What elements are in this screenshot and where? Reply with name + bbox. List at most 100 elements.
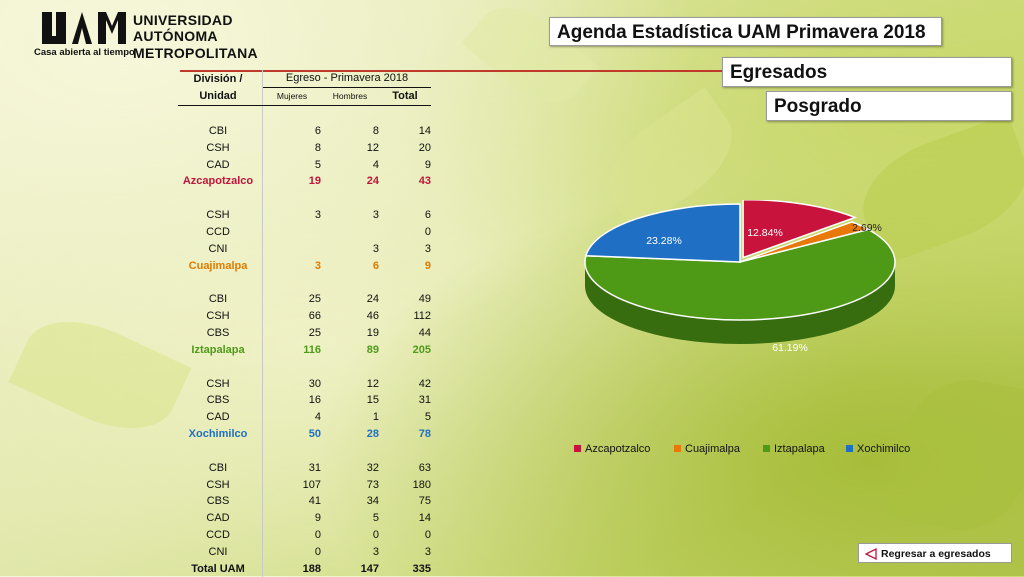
value-cell: 9	[314, 512, 321, 525]
table-row: CNI 3 3	[178, 240, 431, 258]
value-cell: 0	[372, 528, 379, 541]
summary-value: 50	[308, 427, 321, 440]
value-cell: 0	[314, 545, 321, 558]
unit-cell: CBS	[206, 495, 230, 508]
table-row: CBS 25 19 44	[178, 324, 431, 342]
col-unidad-header: Unidad	[178, 87, 258, 106]
col-division-header: División /	[193, 72, 243, 85]
value-cell: 3	[372, 209, 379, 222]
value-cell: 49	[418, 293, 431, 306]
value-cell	[321, 224, 379, 241]
unit-cell: CBI	[208, 293, 228, 306]
back-to-graduates-button[interactable]: Regresar a egresados	[858, 543, 1012, 563]
value-cell: 19	[366, 326, 379, 339]
legend-swatch	[574, 445, 581, 452]
summary-label: Total UAM	[191, 562, 245, 575]
value-cell: 31	[418, 394, 431, 407]
table-row: CAD 4 1 5	[178, 408, 431, 426]
unit-cell: CCD	[206, 225, 230, 238]
pie-slice-xochimilco	[584, 203, 741, 263]
table-row: CBI 6 8 14	[178, 122, 431, 140]
unit-cell: CSH	[206, 141, 230, 154]
value-cell: 4	[372, 158, 379, 171]
summary-value: 205	[412, 343, 431, 356]
value-cell: 4	[314, 411, 321, 424]
table-row: CCD 0	[178, 223, 431, 241]
value-cell: 16	[308, 394, 321, 407]
value-cell: 41	[308, 495, 321, 508]
pie-data-label: 23.28%	[646, 235, 682, 247]
background-leaf	[8, 300, 192, 450]
unit-cell: CAD	[206, 158, 230, 171]
logo-tagline: Casa abierta al tiempo	[34, 47, 135, 58]
value-cell: 25	[308, 293, 321, 306]
value-cell: 12	[366, 141, 379, 154]
summary-value: 24	[366, 175, 379, 188]
summary-value: 89	[366, 343, 379, 356]
legend-label: Xochimilco	[857, 443, 910, 455]
summary-value: 188	[302, 562, 321, 575]
table-row: CSH 66 46 112	[178, 307, 431, 325]
value-cell: 3	[314, 209, 321, 222]
value-cell: 0	[424, 528, 431, 541]
unit-cell: CSH	[206, 209, 230, 222]
unit-cell: CCD	[206, 528, 230, 541]
table-row: CBI 25 24 49	[178, 290, 431, 308]
page-title: Agenda Estadística UAM Primavera 2018	[549, 17, 942, 46]
value-cell: 42	[418, 377, 431, 390]
table-row: CCD 0 0 0	[178, 526, 431, 544]
value-cell: 63	[418, 461, 431, 474]
value-cell: 9	[424, 158, 431, 171]
value-cell: 20	[418, 141, 431, 154]
col-total-header: Total	[379, 87, 431, 106]
value-cell: 0	[424, 225, 431, 238]
logo-line-3: METROPOLITANA	[133, 45, 258, 61]
value-cell: 6	[424, 209, 431, 222]
unit-cell: CBI	[208, 124, 228, 137]
value-cell: 15	[366, 394, 379, 407]
pie-slice-iztapalapa	[584, 228, 896, 321]
value-cell	[263, 240, 322, 257]
summary-row: Total UAM 188 147 335	[178, 560, 431, 577]
unit-cell: CBI	[208, 461, 228, 474]
summary-row: Iztapalapa 116 89 205	[178, 341, 431, 359]
value-cell: 3	[372, 545, 379, 558]
value-cell: 44	[418, 326, 431, 339]
summary-label: Cuajimalpa	[188, 259, 248, 272]
value-cell: 12	[366, 377, 379, 390]
legend-label: Cuajimalpa	[685, 443, 741, 455]
graduates-table: División / Egreso - Primavera 2018 Unida…	[178, 70, 431, 577]
col-hombres-header: Hombres	[321, 87, 379, 106]
value-cell: 3	[372, 242, 379, 255]
summary-value: 28	[366, 427, 379, 440]
value-cell: 8	[314, 141, 321, 154]
summary-value: 43	[418, 175, 431, 188]
value-cell: 24	[366, 293, 379, 306]
value-cell: 14	[418, 124, 431, 137]
unit-cell: CAD	[206, 411, 230, 424]
value-cell: 32	[366, 461, 379, 474]
summary-row: Cuajimalpa 3 6 9	[178, 257, 431, 274]
value-cell: 180	[412, 478, 431, 491]
table-row: CSH 107 73 180	[178, 476, 431, 493]
legend-swatch	[846, 445, 853, 452]
summary-label: Azcapotzalco	[182, 175, 254, 188]
unit-cell: CSH	[206, 310, 230, 323]
table-row: CSH 30 12 42	[178, 375, 431, 392]
summary-value: 116	[303, 343, 321, 356]
uam-logo: UNIVERSIDAD AUTÓNOMA METROPOLITANA Casa …	[34, 10, 258, 62]
summary-value: 335	[412, 562, 431, 575]
value-cell: 1	[372, 411, 379, 424]
value-cell: 3	[424, 242, 431, 255]
unit-cell: CBS	[206, 394, 230, 407]
logo-line-1: UNIVERSIDAD	[133, 12, 233, 28]
summary-value: 78	[418, 427, 431, 440]
value-cell: 5	[372, 512, 379, 525]
legend-label: Iztapalapa	[774, 443, 826, 455]
legend-swatch	[674, 445, 681, 452]
summary-value: 147	[360, 562, 379, 575]
value-cell: 112	[413, 310, 431, 323]
table-row: CBS 41 34 75	[178, 492, 431, 510]
uam-logo-mark	[42, 12, 126, 44]
value-cell: 25	[308, 326, 321, 339]
